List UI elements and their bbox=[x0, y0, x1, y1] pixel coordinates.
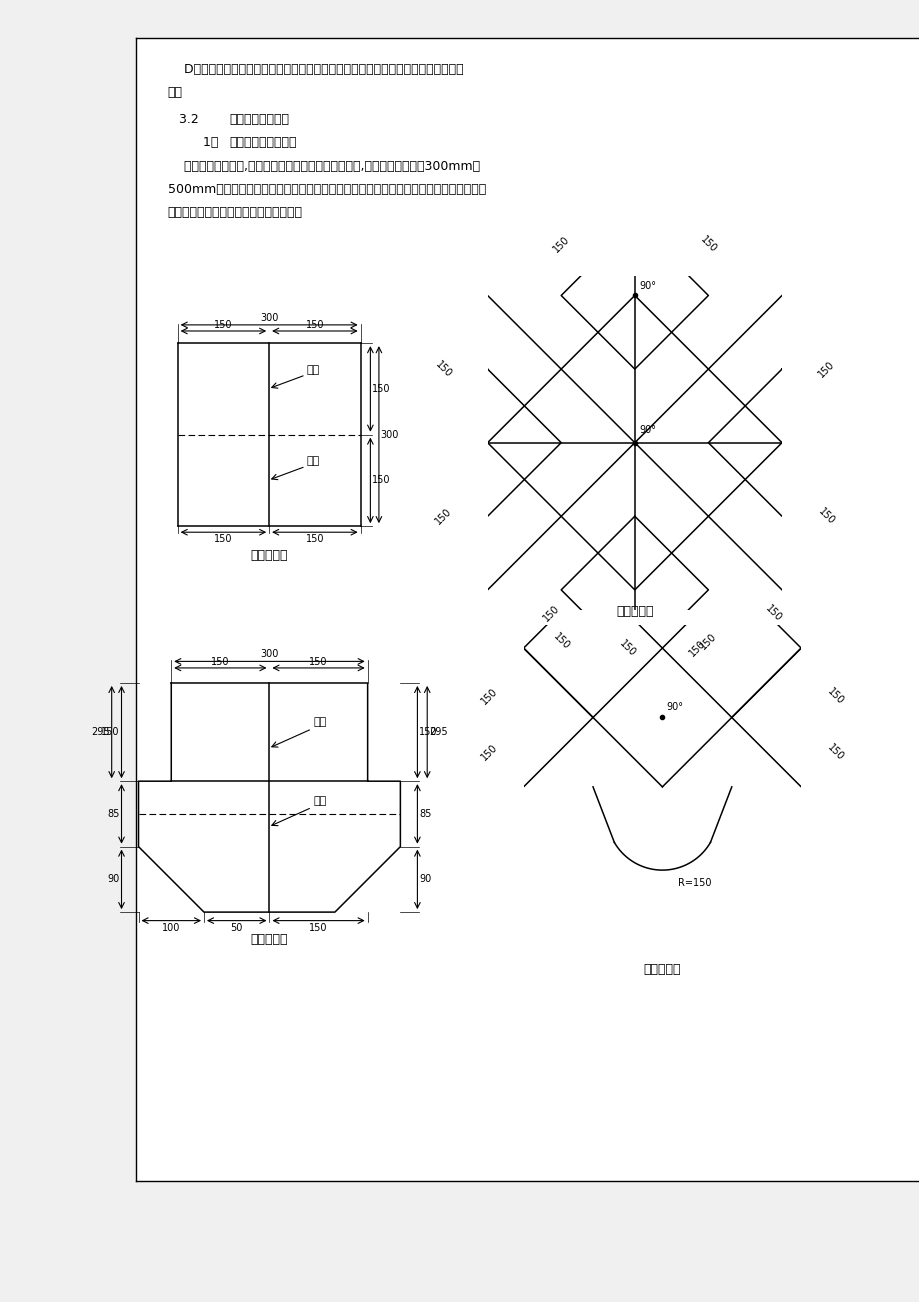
Text: 150: 150 bbox=[433, 359, 453, 379]
Text: 150: 150 bbox=[433, 506, 453, 526]
Text: 300: 300 bbox=[260, 312, 278, 323]
Text: 150: 150 bbox=[698, 234, 718, 254]
Text: 90°: 90° bbox=[639, 424, 656, 435]
Text: 150: 150 bbox=[372, 475, 391, 486]
Text: 295: 295 bbox=[91, 727, 109, 737]
Text: 150: 150 bbox=[825, 742, 845, 762]
Text: 150: 150 bbox=[479, 742, 498, 762]
Text: 150: 150 bbox=[815, 506, 835, 526]
Text: 150: 150 bbox=[101, 727, 119, 737]
Text: D、卷材在立墙顶部收头时，应采用收头压条进行固定，同时采用配套密封膏进行密: D、卷材在立墙顶部收头时，应采用收头压条进行固定，同时采用配套密封膏进行密 bbox=[167, 62, 463, 76]
Text: 150: 150 bbox=[214, 320, 233, 329]
Text: 90: 90 bbox=[108, 875, 119, 884]
Text: 折皮: 折皮 bbox=[313, 717, 326, 728]
Text: 150: 150 bbox=[540, 603, 561, 624]
Text: 150: 150 bbox=[698, 631, 718, 651]
Text: 150: 150 bbox=[214, 534, 233, 544]
Text: 150: 150 bbox=[617, 638, 637, 659]
Text: 85: 85 bbox=[107, 809, 119, 819]
Text: R=150: R=150 bbox=[677, 878, 710, 888]
Text: 150: 150 bbox=[815, 359, 835, 379]
Text: 150: 150 bbox=[305, 534, 323, 544]
Text: 150: 150 bbox=[550, 631, 571, 651]
Text: 150: 150 bbox=[825, 686, 845, 707]
Text: 90: 90 bbox=[419, 875, 431, 884]
Text: 150: 150 bbox=[309, 656, 327, 667]
Text: 封。: 封。 bbox=[167, 86, 183, 99]
Text: 300: 300 bbox=[380, 430, 399, 440]
Text: 根据国家规范要求,应在阴阳角等转角部位铺设附加层,其附加层宽度宜为300mm～: 根据国家规范要求,应在阴阳角等转角部位铺设附加层,其附加层宽度宜为300mm～ bbox=[167, 160, 479, 173]
Text: 150: 150 bbox=[419, 727, 437, 737]
Text: 150: 150 bbox=[550, 234, 571, 254]
Text: 150: 150 bbox=[479, 686, 498, 707]
Text: 150: 150 bbox=[210, 656, 230, 667]
Text: 阴阳角附加防水做法: 阴阳角附加防水做法 bbox=[229, 137, 296, 148]
Text: 1）: 1） bbox=[187, 137, 219, 148]
Text: 阴角折截图: 阴角折截图 bbox=[251, 934, 288, 947]
Text: 150: 150 bbox=[686, 638, 707, 659]
Text: 150: 150 bbox=[763, 603, 783, 624]
Text: 阳角折式图: 阳角折式图 bbox=[616, 604, 652, 617]
Text: 三维阴阳角附加层具体处理方法见下图。: 三维阴阳角附加层具体处理方法见下图。 bbox=[167, 206, 302, 219]
Text: 细部节点防水构造: 细部节点防水构造 bbox=[229, 113, 289, 126]
Text: 150: 150 bbox=[372, 384, 391, 395]
Text: 阳角折截图: 阳角折截图 bbox=[250, 549, 288, 562]
Text: 500mm。对于三维阴阳角附加层，也须按相关要求进行裁剪和铺贴，进行附加增强处理。: 500mm。对于三维阴阳角附加层，也须按相关要求进行裁剪和铺贴，进行附加增强处理… bbox=[167, 184, 485, 195]
Text: 295: 295 bbox=[428, 727, 448, 737]
Text: 阳角成型图: 阳角成型图 bbox=[643, 962, 680, 975]
Text: 50: 50 bbox=[231, 923, 243, 932]
Text: 折皮: 折皮 bbox=[307, 365, 320, 375]
Text: 底板: 底板 bbox=[307, 457, 320, 466]
Text: 85: 85 bbox=[419, 809, 431, 819]
Text: 150: 150 bbox=[305, 320, 323, 329]
Text: 90°: 90° bbox=[639, 280, 656, 290]
Text: 100: 100 bbox=[162, 923, 180, 932]
Text: 90°: 90° bbox=[665, 702, 683, 712]
Text: 3.2: 3.2 bbox=[179, 113, 203, 126]
Text: 150: 150 bbox=[309, 923, 327, 932]
Text: 300: 300 bbox=[260, 650, 278, 659]
Text: 底板: 底板 bbox=[313, 796, 326, 806]
